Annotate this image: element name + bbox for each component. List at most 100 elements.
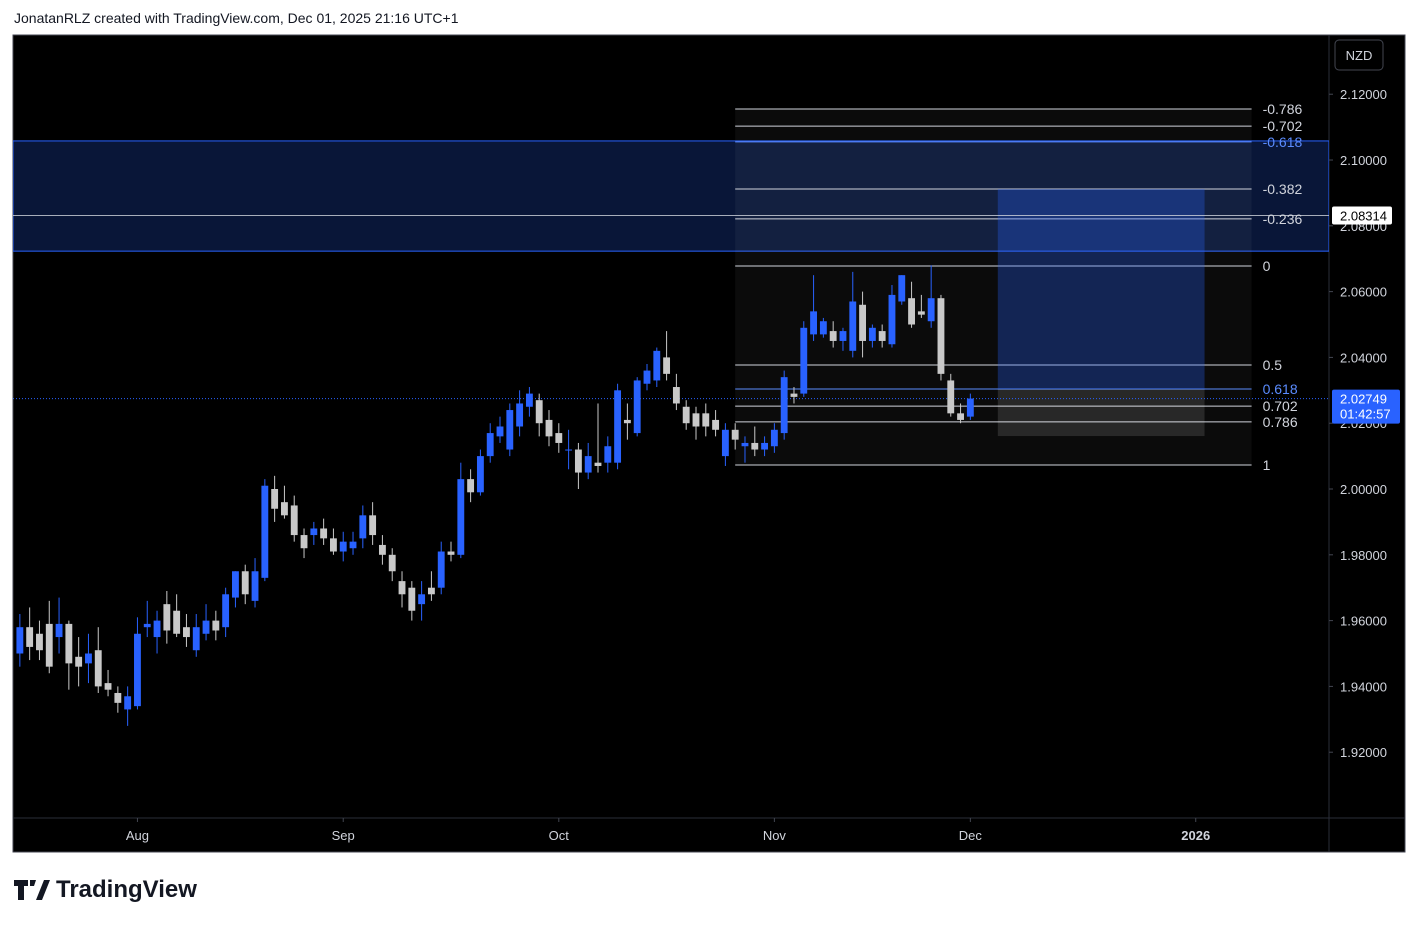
candle-body (623, 419, 631, 424)
fib-label: -0.702 (1263, 118, 1303, 134)
candle-body (192, 627, 200, 651)
candle-body (104, 683, 112, 690)
candle-body (819, 321, 827, 335)
candle-body (94, 650, 102, 687)
candle-body (359, 515, 367, 539)
candle-body (467, 479, 475, 493)
y-tick-label: 2.12000 (1340, 87, 1387, 102)
y-tick-label: 1.96000 (1340, 614, 1387, 629)
candle-body (604, 446, 612, 463)
candle-body (692, 413, 700, 427)
candle-body (584, 456, 592, 473)
candle-body (398, 581, 406, 595)
chart: -0.786-0.702-0.618-0.382-0.23600.50.6180… (12, 34, 1406, 853)
currency-label: NZD (1346, 48, 1373, 63)
candle-body (702, 413, 710, 427)
candle-body (300, 535, 308, 549)
candle-body (682, 406, 690, 424)
y-tick-label: 2.04000 (1340, 350, 1387, 365)
candle-body (653, 350, 661, 381)
candle-body (183, 627, 190, 638)
position-target (997, 188, 1205, 389)
y-tick-label: 1.94000 (1340, 679, 1387, 694)
candle-body (751, 442, 759, 450)
candle-body (55, 623, 63, 638)
fib-label: 0.702 (1263, 398, 1298, 414)
candle-body (26, 627, 34, 647)
candle-body (947, 380, 955, 414)
candle-body (271, 489, 279, 509)
candle-body (712, 419, 720, 430)
candle-body (878, 331, 886, 341)
candle-body (888, 294, 896, 345)
fib-label: -0.236 (1263, 211, 1303, 227)
candle-body (849, 301, 857, 351)
logo: TradingView (14, 876, 197, 904)
candle-body (525, 393, 533, 407)
candle-body (663, 357, 671, 374)
y-tick-label: 1.92000 (1340, 745, 1387, 760)
candle-body (408, 587, 416, 611)
countdown-label: 01:42:57 (1340, 407, 1391, 422)
candle-body (378, 544, 386, 555)
candle-body (45, 623, 53, 667)
candle-body (506, 410, 514, 450)
candle-body (957, 413, 964, 420)
price-line-tag-label: 2.08314 (1340, 208, 1387, 223)
candle-body (163, 604, 171, 631)
candle-body (898, 275, 906, 302)
candle-body (937, 298, 945, 374)
candle-body (545, 419, 553, 437)
fib-label: 1 (1263, 457, 1271, 473)
current-price-label: 2.02749 (1340, 392, 1387, 407)
candle-body (85, 653, 92, 664)
candle-body (36, 633, 43, 651)
candle-body (927, 298, 935, 322)
candle-body (261, 485, 269, 578)
candle-body (476, 456, 484, 493)
candle-body (251, 571, 259, 601)
candle-body (721, 429, 729, 457)
fib-label: 0.5 (1263, 357, 1283, 373)
candle-body (868, 327, 876, 341)
candle-body (790, 393, 798, 397)
x-tick-label: Dec (959, 828, 983, 843)
fib-label: -0.382 (1263, 181, 1303, 197)
y-tick-label: 2.00000 (1340, 482, 1387, 497)
candle-body (281, 502, 288, 516)
y-tick-label: 2.10000 (1340, 153, 1387, 168)
candle-body (761, 442, 769, 450)
candle-body (153, 620, 161, 638)
candle-body (329, 538, 337, 552)
candle-body (427, 587, 435, 595)
candle-body (565, 449, 573, 451)
candle-body (447, 551, 455, 555)
current-price-tag (1332, 389, 1400, 424)
candle-body (643, 370, 651, 384)
currency-button[interactable] (1334, 39, 1384, 71)
logo-icon (14, 880, 50, 900)
candle-body (486, 433, 494, 457)
candle-body (614, 390, 622, 463)
candle-body (222, 594, 230, 628)
price-line-tag (1332, 206, 1392, 225)
candle-body (173, 610, 181, 634)
candle-body (339, 541, 347, 552)
candle-body (741, 442, 749, 447)
candle-body (859, 304, 866, 341)
candle-body (770, 429, 778, 447)
chart-frame (12, 34, 1406, 853)
candle-body (212, 620, 220, 631)
candle-body (966, 398, 974, 417)
fib-label: -0.618 (1263, 134, 1303, 150)
candle-body (800, 327, 808, 394)
candle-body (535, 400, 543, 424)
candle-body (780, 377, 788, 434)
candle-body (65, 623, 73, 664)
candle-body (917, 311, 925, 315)
candle-body (457, 479, 465, 555)
candle-body (908, 298, 915, 325)
x-tick-label: 2026 (1181, 828, 1210, 843)
plot-area: -0.786-0.702-0.618-0.382-0.23600.50.6180… (13, 101, 1329, 726)
